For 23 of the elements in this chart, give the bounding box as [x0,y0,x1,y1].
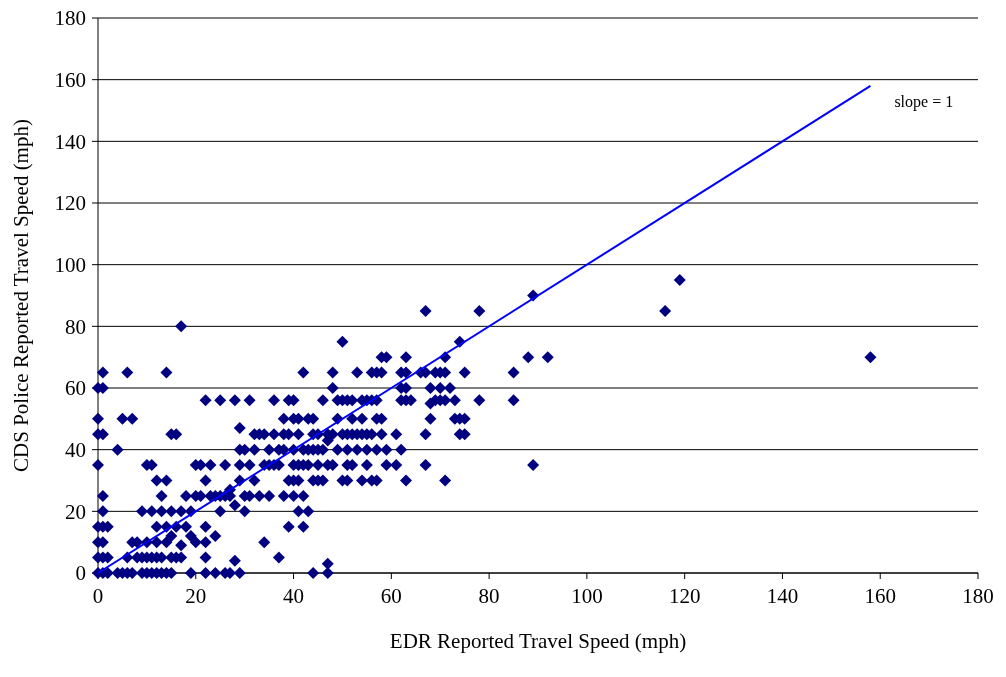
x-tick-label: 180 [962,584,994,608]
x-tick-label: 40 [283,584,305,608]
x-tick-label: 60 [380,584,402,608]
y-tick-label: 0 [75,561,86,586]
x-tick-label: 0 [92,584,104,608]
annotation: slope = 1 [894,92,954,111]
y-tick-label: 120 [54,191,86,216]
x-tick-label: 160 [864,584,896,608]
y-tick-label: 80 [65,314,86,339]
y-tick-label: 60 [65,376,86,401]
x-tick-label: 140 [766,584,799,608]
x-tick-label: 20 [185,584,207,608]
y-tick-label: 20 [65,499,86,524]
x-tick-label: 100 [571,584,603,608]
x-tick-label: 80 [478,584,500,608]
x-axis-title: EDR Reported Travel Speed (mph) [389,629,687,653]
y-tick-label: 140 [54,129,86,154]
y-axis-title: CDS Police Reported Travel Speed (mph) [9,119,33,472]
y-tick-label: 100 [54,253,86,278]
x-tick-label: 120 [668,584,701,608]
y-tick-label: 180 [54,6,86,31]
y-tick-label: 160 [54,68,86,93]
y-tick-label: 40 [65,438,86,463]
